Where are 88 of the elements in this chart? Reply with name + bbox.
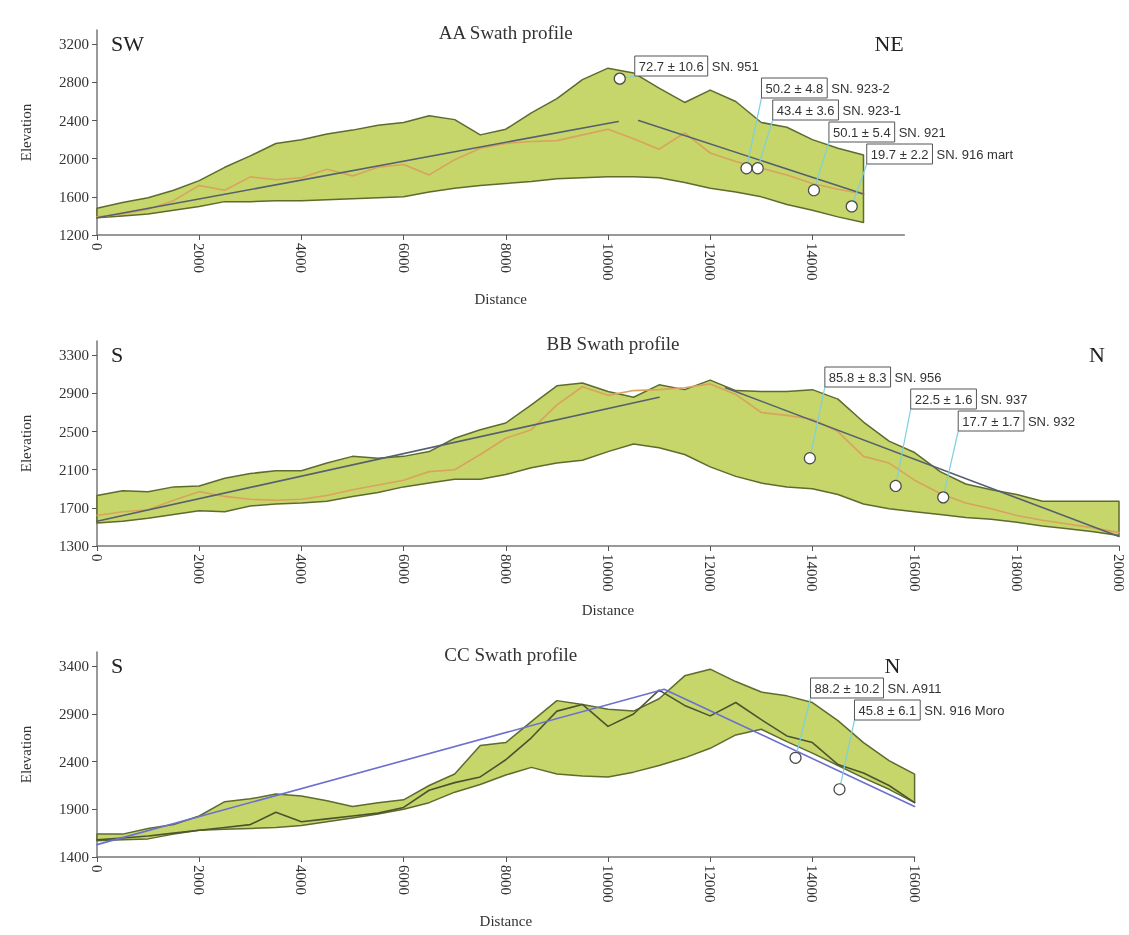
y-tick-label: 2900: [59, 385, 89, 402]
x-tick-label: 10000: [600, 865, 616, 903]
y-tick-label: 1600: [59, 188, 89, 205]
x-tick-label: 2000: [191, 554, 208, 584]
point: [889, 479, 902, 493]
x-tick-label: 2000: [191, 865, 208, 895]
x-axis-title: Distance: [474, 290, 528, 307]
y-tick-label: 1400: [59, 849, 89, 865]
x-tick-label: 8000: [497, 243, 514, 273]
annotation: SN. 951: [711, 59, 759, 74]
y-tick-label: 2000: [59, 150, 89, 167]
y-tick-label: 2100: [59, 461, 89, 478]
y-tick-label: 2900: [59, 705, 89, 722]
y-axis-title: Elevation: [17, 103, 34, 162]
x-axis-title: Distance: [479, 912, 533, 929]
x-tick-label: 14000: [804, 865, 821, 903]
x-tick-label: 16000: [906, 554, 923, 592]
annotation: 85.8 ± 8.3: [828, 370, 887, 385]
point: [937, 491, 950, 504]
annotation: 22.5 ± 1.6: [914, 392, 973, 407]
annotation: 45.8 ± 6.1: [858, 703, 917, 718]
annotation: SN. A911: [887, 681, 942, 696]
annotation: S: [111, 652, 124, 678]
annotation: 50.2 ± 4.8: [765, 81, 824, 96]
x-tick-label: 18000: [1008, 554, 1025, 592]
y-tick-label: 2500: [59, 423, 89, 440]
x-tick-label: 10000: [600, 554, 616, 592]
x-tick-label: 8000: [497, 865, 514, 895]
annotation: 72.7 ± 10.6: [638, 59, 704, 74]
y-tick-label: 2400: [59, 753, 89, 770]
x-tick-label: 0: [89, 243, 105, 251]
x-tick-label: 4000: [293, 865, 310, 895]
x-tick-label: 6000: [395, 243, 412, 273]
x-tick-label: 10000: [600, 243, 616, 281]
y-axis-title: Elevation: [17, 414, 34, 473]
x-tick-label: 6000: [395, 554, 412, 584]
x-tick-label: 12000: [702, 554, 719, 592]
annotation: N: [1089, 341, 1105, 367]
x-tick-label: 20000: [1111, 554, 1127, 592]
x-tick-label: 12000: [702, 865, 719, 903]
x-tick-label: 4000: [293, 243, 310, 273]
x-tick-label: 14000: [804, 554, 821, 592]
x-tick-label: 0: [89, 865, 105, 873]
point: [845, 200, 858, 213]
y-tick-label: 1200: [59, 227, 89, 243]
x-tick-label: 14000: [804, 243, 821, 281]
annotation: SN. 956: [894, 370, 942, 385]
point: [613, 72, 626, 85]
x-tick-label: 16000: [906, 865, 923, 903]
annotation: 17.7 ± 1.7: [962, 414, 1020, 429]
y-tick-label: 2400: [59, 112, 89, 129]
point: [751, 162, 764, 175]
y-tick-label: 3400: [59, 658, 89, 675]
annotation: 50.1 ± 5.4: [832, 125, 891, 140]
x-axis-title: Distance: [581, 601, 635, 618]
y-tick-label: 1700: [59, 499, 89, 516]
point: [740, 162, 753, 175]
y-tick-label: 3300: [59, 347, 89, 364]
point: [807, 184, 821, 197]
chart-title: AA Swath profile: [438, 22, 573, 43]
y-tick-label: 1900: [59, 801, 89, 818]
x-tick-label: 4000: [293, 554, 310, 584]
annotation: SN. 923-2: [831, 81, 890, 96]
annotation: 43.4 ± 3.6: [776, 103, 835, 118]
y-tick-label: 3200: [59, 36, 89, 53]
x-tick-label: 12000: [702, 243, 719, 281]
text: SN. 916 Moro: [924, 703, 1005, 718]
point: [803, 452, 816, 465]
annotation: S: [111, 341, 124, 367]
chart-title: BB Swath profile: [546, 333, 680, 354]
annotation: SN. 932: [1027, 414, 1075, 429]
text: SN. 916 mart: [936, 147, 1014, 162]
y-tick-label: 2800: [59, 74, 89, 91]
y-tick-label: 1300: [59, 538, 89, 554]
x-tick-label: 0: [89, 554, 105, 562]
x-tick-label: 8000: [497, 554, 514, 584]
annotation: NE: [874, 30, 904, 56]
chart-title: CC Swath profile: [444, 644, 578, 665]
y-axis-title: Elevation: [17, 725, 34, 784]
annotation: SW: [111, 30, 145, 56]
annotation: 19.7 ± 2.2: [870, 147, 929, 162]
annotation: N: [884, 652, 901, 678]
x-tick-label: 2000: [191, 243, 208, 273]
annotation: 88.2 ± 10.2: [814, 681, 880, 696]
annotation: SN. 937: [980, 392, 1028, 407]
annotation: SN. 923-1: [842, 103, 901, 118]
annotation: SN. 921: [898, 125, 946, 140]
x-tick-label: 6000: [395, 865, 412, 895]
